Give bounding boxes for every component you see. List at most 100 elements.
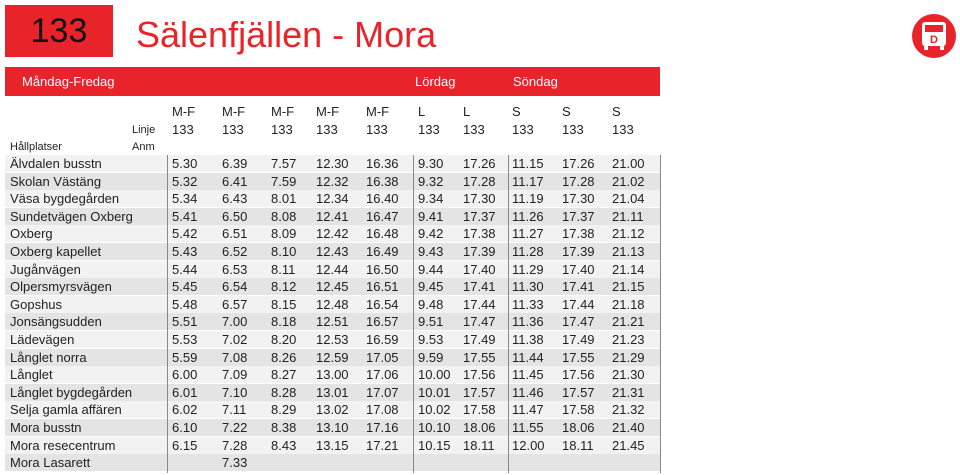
departure-time: 17.55	[562, 349, 595, 365]
departure-time: 16.38	[366, 173, 399, 189]
departure-time: 12.59	[316, 349, 349, 365]
departure-time: 5.45	[172, 279, 198, 295]
bus-icon: D	[912, 14, 956, 58]
row-background	[5, 207, 660, 225]
departure-time: 21.21	[612, 314, 645, 330]
departure-time: 11.27	[512, 226, 544, 242]
departure-time: 11.30	[512, 279, 544, 295]
departure-time: 5.30	[172, 156, 198, 171]
departure-time: 16.49	[366, 244, 399, 259]
departure-time: 8.08	[271, 208, 297, 224]
departure-time: 17.38	[562, 226, 595, 242]
departure-time: 8.43	[271, 437, 297, 453]
departure-time: 17.26	[562, 156, 595, 171]
departure-time: 11.19	[512, 191, 544, 207]
day-code: M-F	[172, 104, 196, 119]
departure-time: 9.42	[418, 226, 444, 242]
departure-time: 12.48	[316, 296, 349, 312]
day-group: Söndag	[513, 74, 558, 89]
departure-time: 17.56	[562, 367, 595, 383]
departure-time: 16.36	[366, 156, 399, 171]
departure-time: 7.59	[271, 173, 297, 189]
row-background	[5, 401, 660, 419]
stop-name: Sundetvägen Oxberg	[10, 208, 133, 224]
departure-time: 6.01	[172, 384, 198, 400]
stop-name: Långlet norra	[10, 349, 87, 365]
departure-time: 16.57	[366, 314, 399, 330]
line-number: 133	[418, 122, 440, 137]
row-background	[5, 190, 660, 208]
line-number: 133	[562, 122, 584, 137]
column-divider	[508, 155, 509, 473]
departure-time: 17.47	[562, 314, 595, 330]
departure-time: 21.11	[612, 208, 644, 224]
departure-time: 9.45	[418, 279, 444, 295]
route-number: 133	[5, 5, 113, 57]
departure-time: 12.45	[316, 279, 349, 295]
row-background	[5, 436, 660, 454]
departure-time: 21.45	[612, 437, 645, 453]
departure-time: 6.54	[222, 279, 248, 295]
row-background	[5, 383, 660, 401]
departure-time: 5.43	[172, 244, 198, 259]
departure-time: 5.34	[172, 191, 198, 207]
departure-time: 16.47	[366, 208, 399, 224]
departure-time: 17.41	[562, 279, 595, 295]
departure-time: 6.43	[222, 191, 248, 207]
departure-time: 21.32	[612, 402, 645, 418]
departure-time: 21.02	[612, 173, 645, 189]
departure-time: 17.40	[562, 261, 595, 277]
departure-time: 9.51	[418, 314, 444, 330]
departure-time: 8.09	[271, 226, 297, 242]
departure-time: 5.51	[172, 314, 198, 330]
row-background	[5, 295, 660, 313]
row-background	[5, 172, 660, 190]
departure-time: 12.42	[316, 226, 349, 242]
stop-name: Oxberg kapellet	[10, 244, 102, 259]
departure-time: 9.34	[418, 191, 444, 207]
stop-name: Jonsängsudden	[10, 314, 102, 330]
departure-time: 21.18	[612, 296, 645, 312]
departure-time: 16.40	[366, 191, 399, 207]
departure-time: 17.21	[366, 437, 399, 453]
departure-time: 17.41	[463, 279, 496, 295]
departure-time: 8.15	[271, 296, 297, 312]
line-number: 133	[612, 122, 634, 137]
day-code: L	[463, 104, 471, 119]
departure-time: 6.57	[222, 296, 248, 312]
departure-time: 12.32	[316, 173, 349, 189]
departure-time: 8.20	[271, 332, 297, 347]
departure-time: 21.13	[612, 244, 645, 259]
line-number: 133	[271, 122, 293, 137]
departure-time: 8.18	[271, 314, 297, 330]
departure-time: 6.41	[222, 173, 248, 189]
departure-time: 10.00	[418, 367, 451, 383]
departure-time: 17.47	[463, 314, 496, 330]
departure-time: 21.29	[612, 349, 645, 365]
departure-time: 7.08	[222, 349, 248, 365]
departure-time: 11.29	[512, 261, 544, 277]
departure-time: 8.26	[271, 349, 297, 365]
line-label: Linje	[132, 124, 156, 136]
departure-time: 6.00	[172, 367, 198, 383]
stop-name: Långlet bygdegården	[10, 384, 133, 400]
departure-time: 18.11	[562, 437, 594, 453]
departure-time: 17.38	[463, 226, 496, 242]
departure-time: 12.51	[316, 314, 349, 330]
departure-time: 17.26	[463, 156, 496, 171]
departure-time: 11.38	[512, 332, 544, 347]
departure-time: 17.55	[463, 349, 496, 365]
departure-time: 9.48	[418, 296, 444, 312]
departure-time: 16.50	[366, 261, 399, 277]
departure-time: 16.54	[366, 296, 399, 312]
day-band	[5, 67, 660, 96]
day-group: Måndag-Fredag	[22, 74, 115, 89]
departure-time: 21.31	[612, 384, 645, 400]
departure-time: 6.10	[172, 420, 198, 435]
departure-time: 17.05	[366, 349, 399, 365]
departure-time: 10.01	[418, 384, 451, 400]
row-background	[5, 331, 660, 348]
departure-time: 5.48	[172, 296, 198, 312]
departure-time: 17.08	[366, 402, 399, 418]
day-group: Lördag	[415, 74, 456, 89]
